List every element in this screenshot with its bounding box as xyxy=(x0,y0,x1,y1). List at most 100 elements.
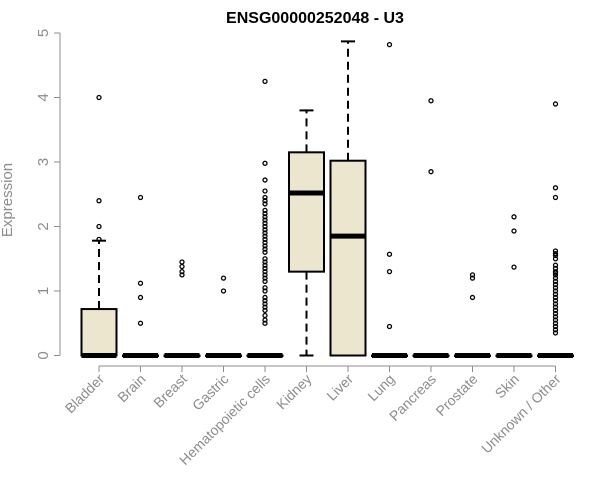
outlier-point xyxy=(220,275,227,281)
outlier-point xyxy=(262,194,268,201)
outlier-point xyxy=(262,317,268,323)
x-tick-label: Brain xyxy=(114,371,148,405)
outlier-point xyxy=(262,312,268,319)
outlier-point xyxy=(137,194,144,201)
outlier-point xyxy=(262,285,268,291)
box-group xyxy=(495,214,533,358)
outlier-point xyxy=(511,228,517,234)
outlier-point xyxy=(428,169,434,175)
x-tick-label: Kidney xyxy=(273,371,315,413)
outlier-point xyxy=(552,194,559,201)
outlier-point xyxy=(262,272,268,278)
outlier-point xyxy=(262,307,268,314)
outlier-point xyxy=(262,275,268,281)
y-tick-label: 4 xyxy=(35,93,52,101)
outlier-point xyxy=(552,288,559,294)
x-tick-label: Skin xyxy=(492,371,523,402)
outlier-point xyxy=(552,272,559,278)
outlier-point xyxy=(262,249,268,255)
outlier-point xyxy=(428,98,434,104)
outlier-point xyxy=(552,304,559,310)
outlier-point xyxy=(262,210,268,217)
outlier-point xyxy=(262,243,268,249)
box-group xyxy=(454,272,491,358)
outlier-point xyxy=(552,294,559,301)
outlier-point xyxy=(262,220,268,226)
outlier-point xyxy=(386,323,393,330)
outlier-point xyxy=(262,188,268,194)
outlier-point xyxy=(262,198,268,204)
outlier-point xyxy=(552,275,559,281)
outlier-point xyxy=(262,236,268,243)
outlier-point xyxy=(262,177,268,183)
outlier-point xyxy=(386,251,393,257)
box-group xyxy=(537,101,574,358)
outlier-point xyxy=(96,223,102,230)
outlier-point xyxy=(137,320,144,326)
outlier-point xyxy=(552,250,559,257)
outlier-point xyxy=(262,227,268,233)
outlier-point xyxy=(552,281,559,288)
outlier-point xyxy=(469,275,476,281)
outlier-point xyxy=(552,323,559,330)
outlier-point xyxy=(552,327,559,333)
outlier-point xyxy=(262,256,268,262)
box-group xyxy=(205,275,242,358)
outlier-point xyxy=(552,101,559,107)
box-group xyxy=(246,78,284,358)
outlier-point xyxy=(262,233,268,239)
outlier-point xyxy=(137,280,144,286)
y-tick-label: 3 xyxy=(35,158,52,166)
box-group xyxy=(288,109,325,357)
outlier-point xyxy=(386,41,393,48)
outlier-point xyxy=(262,288,268,294)
outlier-point xyxy=(552,320,559,326)
outlier-point xyxy=(262,239,268,246)
box xyxy=(329,159,367,357)
outlier-point xyxy=(552,310,559,317)
outlier-point xyxy=(552,330,559,336)
outlier-point xyxy=(262,265,268,272)
outlier-point xyxy=(469,272,476,278)
x-tick-label: Liver xyxy=(323,371,356,404)
outlier-point xyxy=(552,298,559,304)
y-tick-label: 1 xyxy=(35,287,52,295)
outlier-point xyxy=(179,272,185,278)
x-tick-label: Bladder xyxy=(62,371,108,417)
y-tick-label: 5 xyxy=(35,29,52,37)
outlier-point xyxy=(552,252,559,259)
outlier-point xyxy=(262,304,268,310)
box-group xyxy=(371,41,408,358)
outlier-point xyxy=(262,278,268,284)
box-group xyxy=(80,94,118,358)
outlier-point xyxy=(552,270,559,276)
outlier-point xyxy=(552,291,559,297)
outlier-point xyxy=(262,217,268,223)
outlier-point xyxy=(552,278,559,284)
outlier-point xyxy=(96,198,102,204)
box xyxy=(80,308,118,357)
outlier-point xyxy=(137,294,144,301)
outlier-point xyxy=(552,262,559,268)
x-tick-label: Unknown / Other xyxy=(478,371,564,457)
outlier-point xyxy=(262,201,268,207)
outlier-point xyxy=(262,268,268,275)
outlier-point xyxy=(262,223,268,230)
x-tick-label: Breast xyxy=(150,371,190,411)
outlier-point xyxy=(262,262,268,268)
outlier-point xyxy=(262,230,268,236)
outlier-point xyxy=(96,94,102,101)
box-group xyxy=(163,259,201,358)
x-tick-label: Lung xyxy=(364,371,397,404)
outlier-point xyxy=(262,259,268,265)
outlier-point xyxy=(262,298,268,304)
x-tick-label: Prostate xyxy=(432,371,480,419)
outlier-point xyxy=(262,294,268,301)
box xyxy=(288,151,325,273)
outlier-point xyxy=(511,264,517,270)
outlier-point xyxy=(220,288,227,294)
outlier-point xyxy=(262,160,268,166)
y-tick-label: 2 xyxy=(35,222,52,230)
